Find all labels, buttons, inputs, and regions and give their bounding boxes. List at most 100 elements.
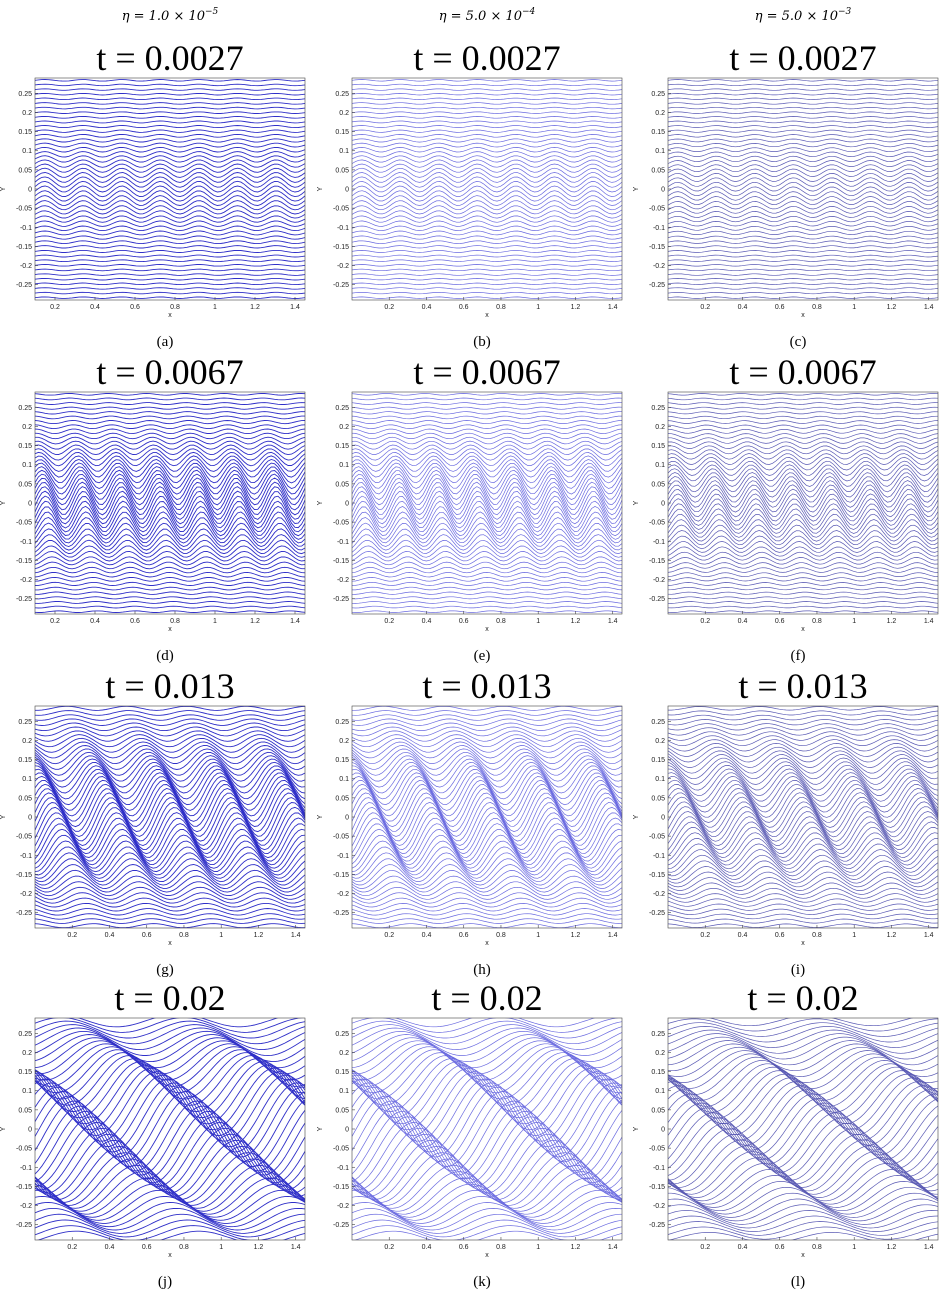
x-tick-label: 1.2	[887, 932, 897, 939]
contour-line	[35, 147, 305, 152]
figure: η = 1.0 × 10−5η = 5.0 × 10−4η = 5.0 × 10…	[0, 0, 939, 1312]
x-axis-label: x	[168, 626, 172, 633]
contour-line	[35, 606, 305, 608]
contour-line	[352, 216, 622, 223]
contour-line	[35, 84, 305, 86]
contour-line	[668, 557, 938, 564]
contour-line	[668, 807, 938, 842]
y-tick-label: -0.05	[649, 1146, 665, 1153]
contour-line	[352, 887, 622, 899]
x-tick-label: 1.4	[290, 618, 300, 625]
contour-line	[35, 398, 305, 400]
contour-line	[352, 1062, 622, 1118]
contour-line	[668, 1232, 938, 1243]
contour-line	[35, 260, 305, 262]
x-tick-label: 0.6	[775, 932, 785, 939]
contour-line	[352, 523, 622, 543]
contour-line	[352, 250, 622, 252]
panel-title: t = 0.02	[114, 978, 225, 1018]
contour-line	[668, 255, 938, 257]
contour-line	[35, 139, 305, 142]
header-exponent: −4	[522, 7, 536, 17]
contours	[352, 1014, 622, 1244]
panel: t = 0.0130.20.40.60.811.21.40.250.20.150…	[0, 666, 305, 978]
y-tick-label: 0.05	[18, 1107, 32, 1114]
plot-frame	[352, 78, 622, 300]
y-tick-label: 0.15	[18, 443, 32, 450]
contour-line	[352, 130, 622, 132]
y-tick-label: 0.1	[339, 776, 349, 783]
x-tick-label: 0.2	[384, 932, 394, 939]
contour-line	[668, 226, 938, 230]
y-tick-label: -0.25	[333, 1222, 349, 1229]
plot-frame	[35, 78, 305, 300]
contour-line	[352, 407, 622, 409]
contour-line	[35, 416, 305, 419]
contour-line	[352, 121, 622, 123]
y-tick-label: 0.1	[655, 1088, 665, 1095]
y-tick-label: 0.05	[651, 1107, 665, 1114]
contour-line	[352, 602, 622, 604]
panel-caption: (e)	[474, 648, 491, 664]
contour-line	[352, 1053, 622, 1099]
contour-line	[668, 888, 938, 898]
contour-line	[668, 707, 938, 711]
x-tick-label: 1	[852, 618, 856, 625]
y-tick-label: -0.05	[16, 520, 32, 527]
contour-line	[352, 882, 622, 896]
contour-line	[352, 1021, 622, 1038]
y-tick-label: -0.2	[653, 577, 665, 584]
x-tick-label: 0.8	[812, 618, 822, 625]
contour-line	[35, 288, 305, 290]
contour-line	[352, 177, 622, 187]
x-tick-label: 0.4	[105, 932, 115, 939]
contour-line	[668, 84, 938, 86]
contour-line	[352, 288, 622, 290]
contour-line	[352, 139, 622, 142]
x-tick-label: 0.2	[50, 304, 60, 311]
column-header: η = 5.0 × 10−4	[439, 7, 536, 24]
y-tick-label: -0.1	[20, 539, 32, 546]
x-tick-label: 1	[219, 1244, 223, 1251]
y-tick-label: -0.15	[649, 872, 665, 879]
contour-line	[352, 597, 622, 599]
contour-line	[668, 283, 938, 285]
x-tick-label: 0.6	[459, 618, 469, 625]
y-tick-label: -0.05	[649, 206, 665, 213]
contour-line	[668, 541, 938, 552]
contour-line	[35, 236, 305, 239]
contour-line	[352, 93, 622, 95]
y-tick-label: -0.05	[16, 1146, 32, 1153]
y-tick-label: 0.2	[22, 424, 32, 431]
x-tick-label: 0.2	[50, 618, 60, 625]
x-tick-label: 0.4	[422, 304, 432, 311]
contour-line	[668, 573, 938, 577]
y-tick-label: 0.1	[339, 148, 349, 155]
y-tick-label: 0	[28, 187, 32, 194]
x-tick-label: 0.6	[130, 618, 140, 625]
contour-line	[35, 121, 305, 123]
contour-line	[352, 577, 622, 581]
y-tick-label: -0.05	[333, 206, 349, 213]
contour-line	[668, 292, 938, 294]
contour-line	[668, 297, 938, 299]
y-tick-label: 0.05	[18, 167, 32, 174]
contour-line	[352, 1117, 622, 1183]
contour-line	[352, 156, 622, 163]
contour-line	[352, 463, 622, 483]
contour-line	[35, 226, 305, 231]
y-tick-label: 0.15	[335, 443, 349, 450]
x-axis-label: x	[801, 1252, 805, 1259]
contour-line	[352, 398, 622, 400]
contour-line	[668, 241, 938, 244]
panel-caption: (j)	[158, 1274, 172, 1290]
y-tick-label: 0.2	[339, 1050, 349, 1057]
contour-line	[352, 606, 622, 608]
contour-line	[668, 394, 938, 396]
y-tick-label: 0.15	[18, 129, 32, 136]
contour-line	[35, 562, 305, 569]
contour-line	[668, 1205, 938, 1225]
contour-line	[352, 784, 622, 826]
x-tick-label: 0.4	[738, 618, 748, 625]
panel-title: t = 0.0067	[729, 352, 876, 392]
